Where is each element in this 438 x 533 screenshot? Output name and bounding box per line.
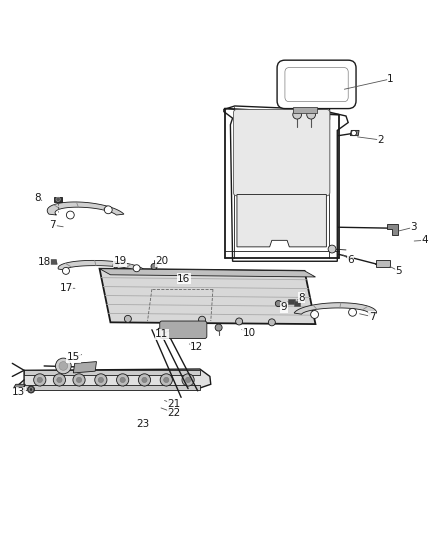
Polygon shape (223, 106, 347, 261)
Text: 17: 17 (59, 284, 72, 293)
Text: 7: 7 (49, 220, 56, 230)
Polygon shape (47, 202, 124, 215)
Polygon shape (99, 269, 315, 324)
Circle shape (124, 316, 131, 322)
Polygon shape (24, 369, 210, 390)
Circle shape (73, 374, 85, 386)
Circle shape (55, 358, 71, 374)
Text: 18: 18 (37, 257, 51, 267)
Circle shape (160, 374, 172, 386)
Text: 5: 5 (394, 266, 401, 276)
Circle shape (327, 245, 335, 253)
Text: 12: 12 (190, 342, 203, 352)
Circle shape (163, 377, 169, 383)
Text: 4: 4 (420, 236, 427, 245)
Polygon shape (24, 370, 199, 375)
Circle shape (53, 374, 65, 386)
Circle shape (116, 374, 128, 386)
Circle shape (292, 110, 301, 119)
Circle shape (98, 377, 103, 383)
Circle shape (66, 211, 74, 219)
Bar (292, 107, 316, 113)
Circle shape (350, 131, 356, 135)
Bar (288, 299, 294, 304)
Circle shape (104, 206, 112, 214)
Polygon shape (293, 303, 376, 314)
Polygon shape (58, 261, 143, 270)
Text: 19: 19 (113, 256, 127, 266)
Circle shape (62, 268, 69, 274)
Text: 13: 13 (12, 387, 25, 397)
Polygon shape (350, 131, 358, 135)
Text: 8: 8 (34, 192, 40, 203)
Text: 16: 16 (177, 274, 190, 284)
Circle shape (151, 263, 157, 270)
Text: 1: 1 (386, 74, 393, 84)
Polygon shape (237, 195, 325, 247)
Text: 2: 2 (377, 135, 383, 145)
FancyBboxPatch shape (233, 109, 329, 196)
Circle shape (37, 377, 42, 383)
Polygon shape (14, 384, 25, 388)
Circle shape (185, 377, 190, 383)
Text: 6: 6 (346, 255, 353, 265)
Circle shape (57, 377, 62, 383)
Circle shape (138, 374, 150, 386)
Circle shape (275, 301, 281, 306)
FancyBboxPatch shape (276, 60, 355, 109)
Circle shape (76, 377, 81, 383)
Circle shape (215, 324, 222, 331)
Bar (293, 301, 300, 306)
Text: 9: 9 (280, 302, 287, 312)
Text: 23: 23 (136, 419, 149, 430)
Text: 10: 10 (242, 328, 255, 338)
Circle shape (141, 377, 147, 383)
Text: 3: 3 (410, 222, 416, 232)
Circle shape (133, 265, 140, 272)
Text: 7: 7 (368, 312, 374, 322)
Circle shape (182, 374, 194, 386)
Circle shape (120, 377, 125, 383)
Polygon shape (53, 197, 62, 202)
Circle shape (95, 374, 107, 386)
Text: 21: 21 (167, 399, 180, 409)
Circle shape (235, 318, 242, 325)
Circle shape (28, 386, 35, 393)
Polygon shape (73, 361, 96, 373)
Circle shape (59, 361, 67, 370)
Circle shape (198, 316, 205, 323)
Polygon shape (387, 224, 397, 235)
Text: 8: 8 (297, 293, 304, 303)
Circle shape (306, 110, 315, 119)
Circle shape (113, 263, 118, 268)
Polygon shape (99, 269, 315, 277)
Text: 11: 11 (155, 329, 168, 339)
Bar (375, 261, 389, 266)
Circle shape (348, 309, 356, 316)
Circle shape (29, 388, 33, 391)
Text: 22: 22 (167, 408, 180, 418)
Circle shape (34, 374, 46, 386)
Circle shape (268, 319, 275, 326)
Circle shape (56, 197, 60, 201)
Circle shape (310, 311, 318, 318)
Text: 15: 15 (67, 352, 80, 362)
Polygon shape (24, 385, 199, 390)
FancyBboxPatch shape (159, 321, 206, 338)
Text: 20: 20 (155, 256, 168, 266)
Polygon shape (49, 260, 57, 264)
